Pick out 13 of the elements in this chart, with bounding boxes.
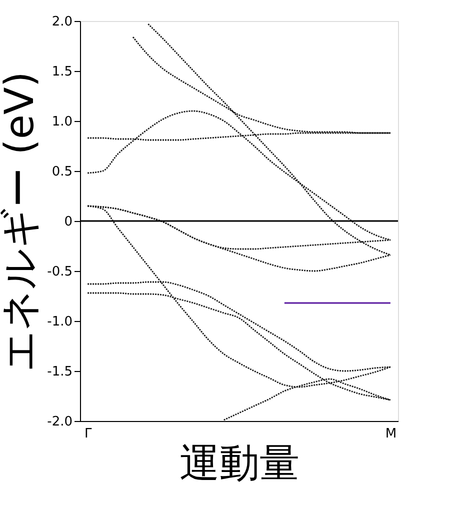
y-tick-label: -0.5 bbox=[47, 264, 72, 280]
x-tick-label: M bbox=[385, 426, 397, 442]
y-tick-label: 0.5 bbox=[52, 164, 72, 180]
x-tick-label: Γ bbox=[84, 426, 92, 442]
y-tick-label: 0 bbox=[64, 214, 72, 230]
y-axis-title: エネルギー (eV) bbox=[0, 72, 44, 372]
x-axis-title: 運動量 bbox=[180, 440, 300, 486]
y-tick-label: 2.0 bbox=[52, 14, 72, 30]
y-tick-label: -1.5 bbox=[47, 364, 72, 380]
y-tick-label: 1.0 bbox=[52, 114, 72, 130]
y-tick-label: -1.0 bbox=[47, 314, 72, 330]
y-tick-label: 1.5 bbox=[52, 64, 72, 80]
y-tick-label: -2.0 bbox=[47, 414, 72, 430]
